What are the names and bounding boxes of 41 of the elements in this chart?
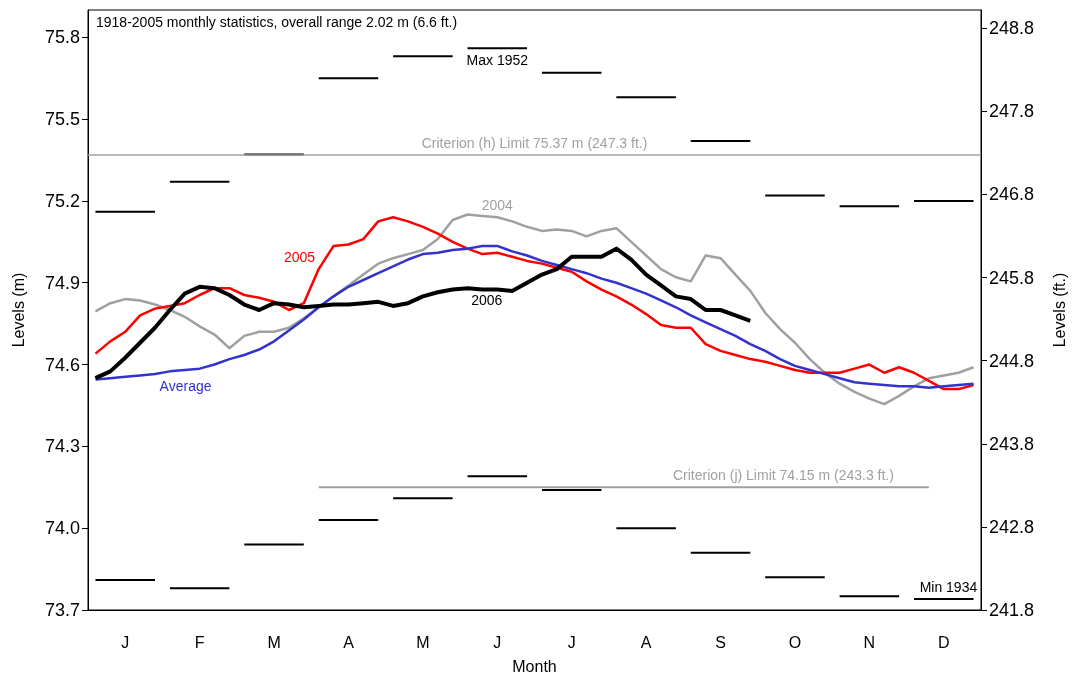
annotation: Max 1952 <box>466 52 529 69</box>
x-tick-label: A <box>343 633 355 651</box>
y-tick-label: 74.6 <box>44 354 80 375</box>
x-tick-label: J <box>121 633 130 651</box>
x-tick-label: F <box>194 633 205 651</box>
y2-tick-label: 243.8 <box>989 433 1035 454</box>
annotation: 1918-2005 monthly statistics, overall range 2.02 m (6.6 ft.) <box>96 14 458 30</box>
series-label: 2004 <box>481 197 514 214</box>
y-tick-label: 75.8 <box>44 27 80 48</box>
x-tick-label: J <box>567 633 576 651</box>
y-tick-label: 73.7 <box>44 600 80 620</box>
x-tick-label: J <box>493 633 502 651</box>
y-axis-title: Levels (m) <box>9 272 27 348</box>
x-tick-label: D <box>938 633 950 651</box>
x-tick-label: M <box>416 633 430 651</box>
x-axis-title: Month <box>512 657 557 675</box>
series-label: 2005 <box>283 249 316 266</box>
y2-tick-label: 244.8 <box>989 350 1035 371</box>
annotation: Criterion (j) Limit 74.15 m (243.3 ft.) <box>672 467 894 484</box>
y2-tick-label: 246.8 <box>989 184 1035 205</box>
y-tick-label: 75.2 <box>44 190 80 211</box>
ref-line-label: Criterion (h) Limit 75.37 m (247.3 ft.) <box>421 134 648 151</box>
series-label: 2006 <box>471 292 503 309</box>
y2-tick-label: 241.8 <box>989 600 1035 620</box>
y-tick-label: 74.9 <box>44 272 80 293</box>
y2-tick-label: 245.8 <box>989 267 1035 288</box>
series-label: Average <box>159 378 212 395</box>
x-tick-label: O <box>788 633 802 651</box>
x-tick-label: A <box>640 633 652 651</box>
x-tick-label: S <box>715 633 726 651</box>
y-tick-label: 75.5 <box>44 109 80 130</box>
x-tick-label: N <box>863 633 876 651</box>
y2-tick-label: 248.8 <box>989 18 1035 39</box>
annotation: Min 1934 <box>919 579 978 596</box>
line-series <box>93 246 753 381</box>
y2-tick-label: 242.8 <box>989 516 1035 537</box>
y-tick-label: 74.0 <box>44 518 80 539</box>
y2-axis-title: Levels (ft.) <box>1050 272 1068 348</box>
x-tick-label: M <box>267 633 281 651</box>
y2-tick-label: 247.8 <box>989 101 1035 122</box>
y-tick-label: 74.3 <box>44 436 80 457</box>
